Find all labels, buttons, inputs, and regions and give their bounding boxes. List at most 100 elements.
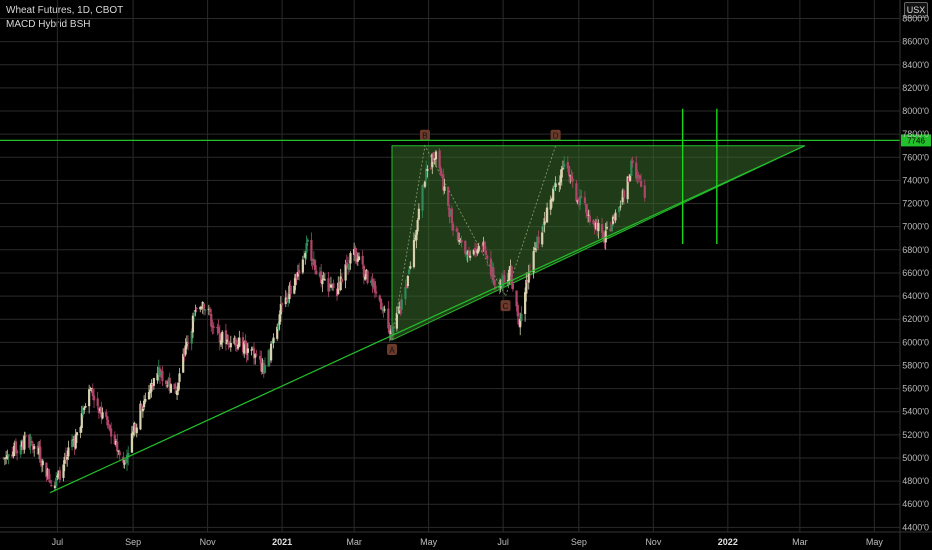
- currency-badge[interactable]: USX: [904, 2, 928, 18]
- candle-body: [125, 454, 129, 464]
- candle-body: [561, 167, 565, 170]
- candle-body: [580, 196, 583, 198]
- candle-body: [643, 185, 646, 198]
- candle-body: [218, 332, 221, 343]
- candle-body: [415, 230, 418, 241]
- candle-body: [371, 279, 374, 287]
- triangle-pattern[interactable]: A B C D: [386, 129, 805, 356]
- candle-body: [353, 249, 356, 255]
- candle-body: [90, 388, 93, 390]
- candle-body: [301, 259, 304, 273]
- candle-body: [554, 183, 557, 187]
- candle-body: [13, 442, 16, 452]
- drawings[interactable]: 7746: [0, 108, 931, 494]
- candle-body: [438, 150, 441, 169]
- candle-body: [520, 313, 523, 321]
- candle-body: [489, 258, 493, 276]
- candle-body: [517, 318, 521, 326]
- candle-body: [335, 288, 339, 297]
- y-tick-label: 7200'0: [902, 199, 929, 209]
- candle-body: [433, 158, 436, 160]
- candle-body: [241, 337, 245, 353]
- candle-body: [276, 326, 279, 339]
- candle-body: [373, 281, 376, 293]
- candle-body: [406, 275, 409, 287]
- y-tick-label: 7600'0: [902, 152, 929, 162]
- candle-body: [245, 343, 248, 356]
- candle-body: [101, 412, 104, 419]
- candle-body: [432, 152, 435, 162]
- candle-body: [134, 424, 137, 432]
- candle-body: [348, 264, 351, 271]
- candle-body: [150, 382, 153, 392]
- candle-body: [262, 363, 265, 375]
- candle-body: [246, 348, 249, 353]
- candle-body: [19, 444, 22, 455]
- candle-body: [475, 248, 478, 253]
- candle-body: [372, 283, 375, 288]
- candle-body: [549, 199, 552, 210]
- candle-body: [228, 345, 231, 347]
- point-label-b: B: [422, 132, 427, 141]
- candle-body: [298, 269, 301, 274]
- y-tick-label: 4800'0: [902, 476, 929, 486]
- candle-body: [320, 271, 323, 283]
- candle-body: [515, 290, 518, 307]
- candle-body: [169, 384, 173, 393]
- candle-body: [89, 389, 92, 391]
- candle-body: [404, 287, 407, 300]
- y-tick-label: 8000'0: [902, 106, 929, 116]
- candle-body: [576, 200, 579, 203]
- candle-body: [261, 363, 264, 372]
- candle-body: [416, 220, 419, 232]
- candle-body: [570, 175, 573, 181]
- candle-body: [426, 169, 429, 171]
- point-label-bg: [386, 344, 397, 356]
- candle-body: [448, 208, 451, 217]
- candle-body: [560, 169, 563, 178]
- candle-body: [208, 308, 212, 313]
- candle-body: [166, 385, 169, 387]
- candle-body: [161, 370, 164, 382]
- candle-body: [123, 460, 126, 465]
- chart-legend: Wheat Futures, 1D, CBOT MACD Hybrid BSH: [6, 4, 123, 32]
- candle-body: [596, 221, 599, 230]
- candle-body: [630, 160, 633, 177]
- x-tick-label: Mar: [346, 537, 362, 547]
- grid: [0, 0, 900, 532]
- candle-body: [354, 247, 357, 257]
- candle-body: [156, 373, 159, 381]
- candle-body: [11, 454, 14, 457]
- indicator-name[interactable]: MACD Hybrid BSH: [6, 19, 91, 30]
- y-tick-label: 8400'0: [902, 60, 929, 70]
- candle-body: [329, 284, 333, 288]
- candle-body: [110, 428, 113, 437]
- candle-body: [279, 303, 282, 315]
- symbol-title[interactable]: Wheat Futures, 1D, CBOT: [6, 5, 124, 16]
- candle-body: [227, 341, 230, 345]
- candle-body: [294, 274, 297, 286]
- candle-body: [533, 247, 536, 250]
- candle-body: [503, 275, 506, 283]
- y-tick-label: 4600'0: [902, 499, 929, 509]
- candle-body: [288, 285, 291, 300]
- candle-body: [50, 484, 53, 487]
- candle-body: [510, 266, 513, 284]
- candle-body: [244, 340, 247, 345]
- candle-body: [251, 348, 254, 350]
- candle-body: [467, 251, 471, 257]
- candle-body: [493, 280, 496, 286]
- candle-body: [201, 302, 204, 309]
- candle-body: [440, 174, 444, 176]
- candle-body: [23, 435, 26, 450]
- x-tick-label: Jul: [497, 537, 509, 547]
- x-tick-label: Sep: [125, 537, 141, 547]
- candle-body: [284, 297, 287, 305]
- candle-body: [366, 270, 369, 284]
- candle-body: [67, 447, 70, 457]
- candle-body: [167, 378, 170, 385]
- candle-body: [132, 431, 135, 436]
- point-label-bg: [500, 300, 511, 312]
